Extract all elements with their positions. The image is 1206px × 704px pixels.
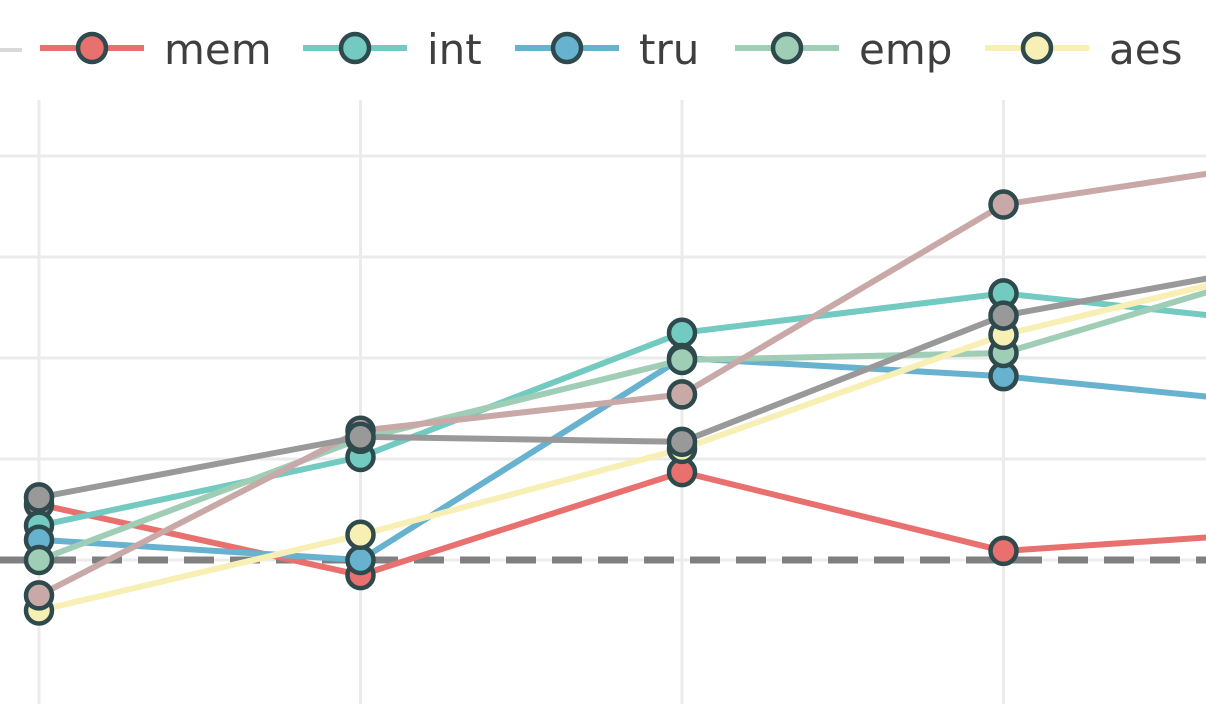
legend-item-emp: emp [735, 25, 952, 74]
legend-label: int [427, 25, 482, 74]
legend-label: mem [164, 25, 272, 74]
data-point-series-6 [988, 189, 1019, 220]
series-line-emp [37, 289, 1206, 563]
data-point-series-7 [345, 421, 376, 453]
legend-key-marker [338, 31, 372, 65]
data-point-series-6 [23, 580, 55, 611]
legend-key-marker [75, 31, 109, 65]
legend-key-marker [770, 31, 804, 65]
legend-key-marker [550, 31, 584, 65]
data-point-mem [988, 535, 1019, 567]
legend-item-mem: mem [40, 25, 272, 74]
data-point-tru [345, 544, 376, 576]
legend: mem int tru emp aes [0, 25, 1182, 74]
data-point-series-6 [666, 379, 698, 410]
data-point-int [666, 317, 698, 348]
series-layer [23, 170, 1206, 626]
data-point-emp [666, 344, 698, 376]
data-point-series-7 [23, 482, 55, 513]
series-lines [37, 170, 1206, 614]
legend-label: emp [859, 25, 952, 74]
legend-item-int: int [303, 25, 482, 74]
data-point-emp [23, 544, 55, 576]
legend-item-tru: tru [515, 25, 699, 74]
legend-label: aes [1109, 25, 1182, 74]
legend-label: tru [639, 25, 699, 74]
legend-item-aes: aes [985, 25, 1182, 74]
data-point-aes [345, 519, 376, 550]
data-point-series-7 [988, 300, 1019, 331]
data-point-series-7 [666, 426, 698, 458]
legend-key-marker [1020, 31, 1054, 65]
series-points [23, 189, 1019, 626]
